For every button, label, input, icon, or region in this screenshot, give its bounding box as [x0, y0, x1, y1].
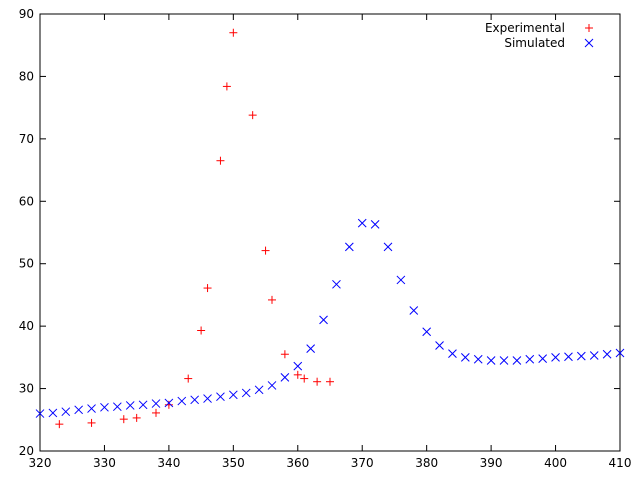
- experimental-point: [55, 420, 64, 429]
- simulated-point: [87, 404, 96, 413]
- simulated-point: [460, 353, 470, 362]
- x-tick-label: 410: [609, 456, 632, 470]
- simulated-point: [409, 306, 419, 315]
- simulated-point: [396, 275, 406, 285]
- simulated-point: [319, 315, 328, 325]
- simulated-point: [267, 381, 277, 390]
- experimental-point: [87, 418, 96, 427]
- simulated-point: [190, 395, 200, 405]
- simulated-point: [216, 392, 225, 402]
- x-tick-label: 400: [544, 456, 567, 470]
- simulated-point: [35, 409, 45, 418]
- experimental-point: [248, 111, 257, 120]
- legend-marker-experimental: [585, 24, 593, 32]
- simulated-point: [615, 348, 625, 358]
- x-tick-label: 350: [222, 456, 245, 470]
- simulated-point: [499, 356, 509, 365]
- simulated-point: [357, 218, 367, 228]
- simulated-point: [100, 402, 109, 412]
- simulated-point: [344, 242, 354, 252]
- simulated-point: [306, 344, 316, 353]
- x-tick-label: 390: [480, 456, 503, 470]
- plot-area: [39, 13, 621, 452]
- simulated-point: [164, 398, 174, 408]
- simulated-point: [589, 351, 599, 360]
- y-tick-label: 40: [19, 319, 34, 333]
- x-tick-label: 360: [286, 456, 309, 470]
- simulated-point: [448, 349, 457, 358]
- simulated-point: [512, 356, 522, 365]
- y-tick-label: 70: [19, 132, 34, 146]
- simulated-point: [332, 279, 341, 289]
- experimental-point: [222, 82, 231, 91]
- y-tick-label: 30: [19, 382, 34, 396]
- legend-marker-simulated: [584, 38, 594, 48]
- simulated-point: [473, 354, 483, 364]
- y-tick-label: 60: [19, 194, 34, 208]
- simulated-point: [602, 349, 612, 359]
- simulated-point: [435, 341, 444, 350]
- simulated-point: [538, 354, 548, 363]
- x-tick-label: 320: [29, 456, 52, 470]
- legend-label-experimental: Experimental: [485, 21, 565, 35]
- simulated-point: [112, 402, 122, 412]
- simulated-point: [551, 353, 560, 362]
- x-tick-label: 380: [415, 456, 438, 470]
- simulated-point: [383, 242, 393, 252]
- experimental-point: [164, 400, 173, 409]
- x-tick-label: 370: [351, 456, 374, 470]
- simulated-point: [48, 408, 58, 418]
- experimental-point: [184, 374, 193, 383]
- simulated-point: [151, 399, 161, 408]
- data-marks: [35, 28, 625, 429]
- simulated-point: [293, 361, 303, 371]
- simulated-point: [370, 220, 380, 229]
- experimental-point: [203, 284, 212, 293]
- experimental-point: [300, 374, 309, 383]
- experimental-point: [132, 413, 141, 422]
- simulated-point: [564, 352, 573, 362]
- experimental-point: [261, 246, 270, 255]
- simulated-point: [576, 351, 586, 361]
- experimental-point: [326, 377, 334, 386]
- simulated-point: [280, 372, 290, 382]
- simulated-point: [138, 400, 148, 410]
- experimental-point: [119, 415, 128, 424]
- simulated-point: [177, 396, 187, 406]
- axis-ticks: 320 330 340 350 360 370 380 390 400 410 20 30 40 50 60…: [19, 7, 632, 470]
- simulated-point: [486, 356, 496, 365]
- simulated-point: [228, 390, 238, 400]
- experimental-point: [280, 350, 289, 359]
- y-tick-label: 80: [19, 69, 34, 83]
- x-tick-label: 330: [93, 456, 116, 470]
- experimental-point: [313, 377, 322, 386]
- y-tick-label: 50: [19, 257, 34, 271]
- legend-label-simulated: Simulated: [504, 36, 565, 50]
- simulated-point: [203, 394, 212, 403]
- simulated-point: [61, 407, 71, 417]
- experimental-point: [229, 28, 238, 37]
- experimental-point: [268, 295, 276, 304]
- x-tick-label: 340: [157, 456, 180, 470]
- simulated-point: [525, 354, 535, 364]
- simulated-point: [74, 405, 84, 415]
- experimental-point: [197, 326, 206, 335]
- simulated-point: [422, 327, 432, 337]
- legend: Experimental Simulated: [485, 21, 594, 50]
- y-tick-label: 20: [19, 444, 34, 458]
- simulated-point: [254, 385, 264, 395]
- simulated-point: [241, 388, 251, 398]
- simulated-point: [125, 401, 135, 410]
- y-tick-label: 90: [19, 7, 34, 21]
- experimental-point: [293, 370, 302, 379]
- experimental-point: [216, 156, 225, 165]
- experimental-point: [152, 408, 160, 417]
